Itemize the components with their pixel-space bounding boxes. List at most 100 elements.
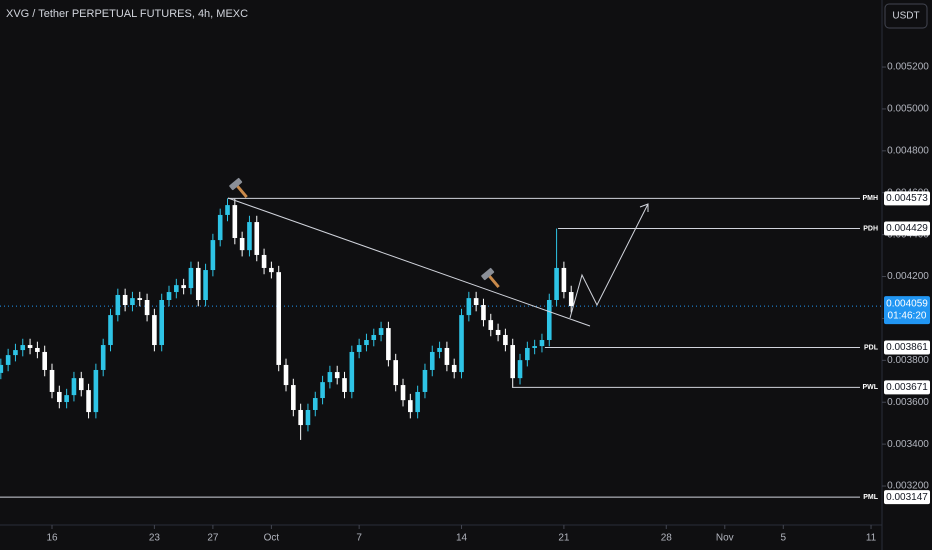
candle-body	[371, 334, 377, 341]
candle-body	[554, 267, 559, 300]
candle-body	[312, 398, 318, 410]
last-price-box	[884, 296, 930, 325]
candle-body	[247, 222, 252, 251]
candle-body	[203, 270, 208, 300]
candle-body	[298, 409, 303, 426]
candle-body	[291, 385, 296, 410]
candle-body	[429, 351, 435, 370]
candle-body	[364, 340, 369, 346]
projection-path	[569, 203, 649, 319]
level-name: PWL	[862, 384, 878, 391]
candle-body	[422, 369, 428, 392]
candle-body	[510, 345, 516, 379]
candle-body	[49, 369, 55, 392]
candle-body	[305, 409, 311, 426]
candle-body	[356, 345, 362, 352]
level-value: 0.003861	[886, 342, 928, 353]
candle-body	[539, 340, 545, 347]
level-name: PDH	[863, 225, 878, 232]
candle-body	[283, 364, 289, 386]
x-tick-label: 16	[46, 533, 58, 544]
level-name: PMH	[862, 195, 878, 202]
candle-body	[27, 345, 33, 348]
candle-body	[239, 237, 245, 251]
x-tick-label: Oct	[264, 533, 280, 544]
x-tick-label: 27	[207, 533, 219, 544]
countdown-label: 01:46:20	[888, 311, 927, 322]
candle-body	[276, 272, 282, 365]
x-tick-label: 7	[356, 533, 362, 544]
chart-title: XVG / Tether PERPETUAL FUTURES, 4h, MEXC	[6, 8, 248, 20]
candle-body	[195, 267, 201, 300]
candle-body	[57, 391, 62, 403]
level-value-box	[884, 221, 930, 236]
candle-body	[517, 360, 523, 379]
x-tick-label: 21	[558, 533, 570, 544]
candle-body	[415, 391, 420, 413]
candle-body	[108, 315, 113, 346]
hammer-icon	[229, 177, 248, 199]
level-value-box	[884, 380, 930, 395]
candle-body	[466, 298, 472, 316]
candle-body	[210, 240, 216, 271]
candle-body	[568, 292, 574, 307]
trend-line	[227, 197, 591, 327]
candle-body	[261, 254, 267, 268]
candle-body	[561, 267, 567, 293]
candle-body	[437, 347, 442, 352]
candle-body	[100, 345, 106, 370]
level-value-box	[884, 490, 930, 505]
candle-body	[349, 351, 355, 392]
candle-body	[93, 369, 99, 413]
candle-body	[42, 351, 47, 370]
candle-body	[137, 298, 143, 300]
candle-body	[71, 378, 77, 396]
y-tick-label: 0.003800	[887, 355, 929, 366]
level-value-box	[884, 340, 930, 355]
candle-body	[5, 355, 11, 365]
candle-body	[481, 305, 486, 321]
currency-label[interactable]: USDT	[892, 11, 919, 22]
candle-body	[152, 315, 157, 346]
last-price-label: 0.004059	[886, 299, 928, 310]
candle-body	[35, 347, 40, 352]
candle-body	[188, 267, 194, 289]
candle-body	[451, 364, 457, 373]
x-tick-label: 28	[661, 533, 673, 544]
candle-body	[488, 320, 494, 330]
candle-body	[232, 205, 238, 238]
plot-area	[0, 198, 882, 440]
candle-body	[144, 300, 150, 316]
candle-body	[166, 292, 172, 300]
x-tick-label: 14	[456, 533, 468, 544]
candle-body	[525, 347, 530, 361]
hammer-icon	[481, 267, 500, 289]
y-tick-label: 0.005000	[887, 104, 929, 115]
candle-body	[342, 378, 347, 392]
projection-arrowhead	[639, 203, 649, 212]
candle-body	[225, 205, 230, 215]
y-tick-label: 0.005200	[887, 62, 929, 73]
candle-body	[0, 364, 4, 373]
candle-body	[327, 372, 333, 383]
level-value: 0.004429	[886, 223, 928, 234]
y-tick-label: 0.003400	[887, 439, 929, 450]
candle-body	[495, 329, 501, 335]
y-tick-label: 0.003200	[887, 481, 929, 492]
candle-body	[378, 328, 384, 335]
level-value: 0.003671	[886, 382, 928, 393]
level-value-box	[884, 191, 930, 206]
candle-body	[269, 267, 274, 273]
candle-body	[532, 346, 537, 348]
candle-body	[400, 385, 406, 401]
x-tick-label: 11	[866, 533, 877, 544]
level-name: PML	[863, 494, 879, 501]
candle-body	[254, 222, 260, 255]
candle-body	[86, 390, 91, 413]
candle-body	[122, 294, 128, 306]
candle-body	[503, 334, 508, 346]
candle-body	[181, 285, 186, 289]
currency-button[interactable]	[884, 3, 928, 29]
